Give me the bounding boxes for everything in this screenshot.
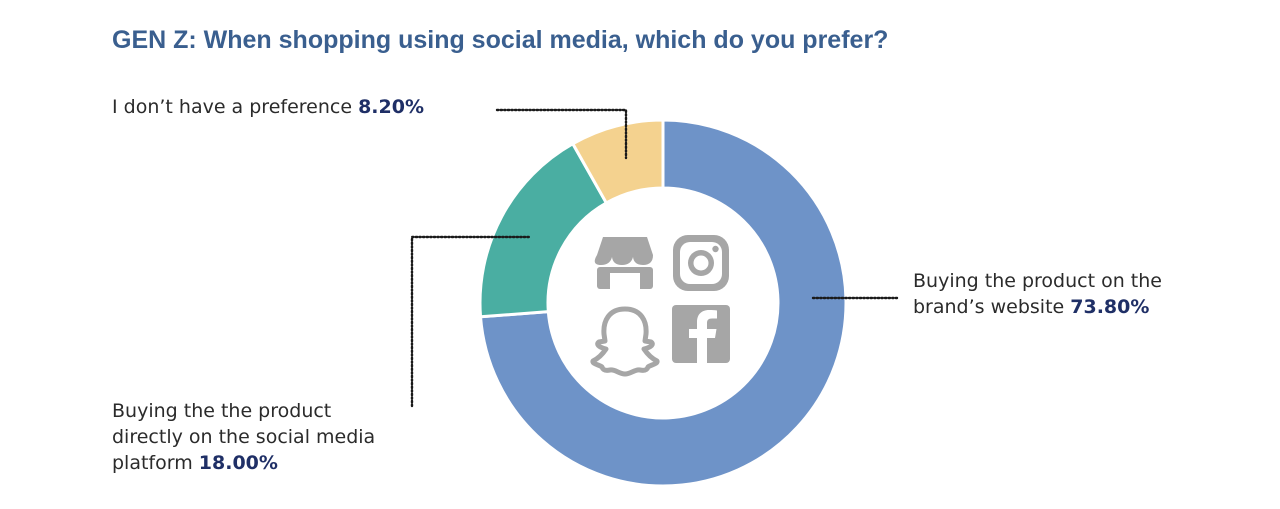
- slice-label-0: Buying the product on the brand’s website…: [913, 270, 1162, 318]
- leader-lines: [410, 108, 899, 408]
- slice-label-2: I don’t have a preference 8.20%: [112, 96, 424, 118]
- chart-title: GEN Z: When shopping using social media,…: [112, 26, 889, 54]
- slice-value-0: 73.80%: [1070, 296, 1149, 318]
- leader-line-1: [410, 235, 532, 408]
- storefront-icon: [594, 237, 653, 289]
- slice-value-1: 18.00%: [199, 452, 278, 474]
- leader-line-2: [495, 108, 628, 160]
- instagram-icon: [673, 235, 729, 291]
- slice-label-1: Buying the the product directly on the so…: [112, 400, 375, 474]
- donut-slices: [478, 118, 848, 488]
- donut-slice-0: [478, 118, 848, 488]
- slice-value-2: 8.20%: [358, 96, 424, 118]
- facebook-icon: [672, 305, 730, 363]
- snapchat-icon: [590, 306, 660, 377]
- center-icons: [590, 235, 730, 377]
- slice-labels: Buying the product on the brand’s website…: [112, 96, 1162, 474]
- donut-slice-2: [570, 118, 665, 205]
